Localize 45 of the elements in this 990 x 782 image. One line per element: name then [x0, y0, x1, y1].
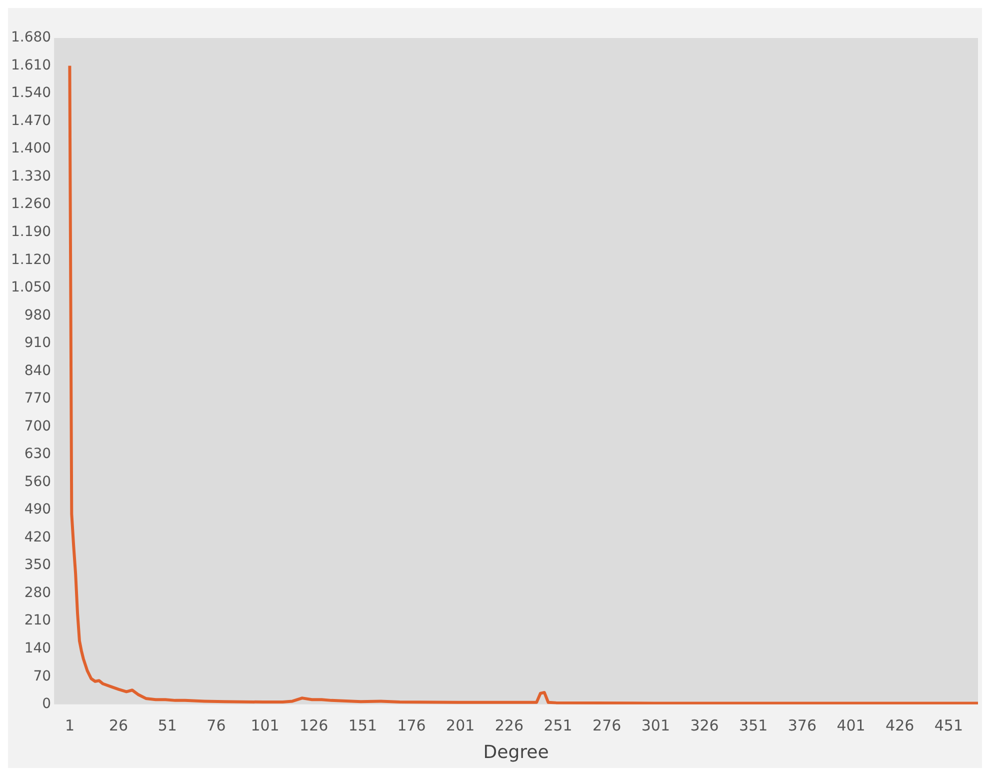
x-tick-label: 176 — [397, 716, 426, 734]
x-tick-label: 51 — [158, 716, 177, 734]
y-tick-label: 560 — [24, 474, 52, 490]
x-tick-label: 76 — [206, 716, 226, 734]
y-tick-label: 210 — [24, 612, 52, 629]
y-tick-label: 980 — [24, 307, 52, 324]
x-axis-title: Degree — [483, 742, 549, 763]
x-tick-label: 426 — [886, 716, 914, 734]
x-tick-label: 251 — [544, 716, 572, 734]
x-tick-label: 126 — [300, 716, 328, 734]
y-tick-label: 1.050 — [10, 280, 52, 296]
y-tick-label: 420 — [24, 529, 52, 546]
x-tick-label: 276 — [592, 716, 622, 734]
y-tick-label: 630 — [24, 446, 52, 462]
y-tick-label: 140 — [24, 640, 52, 657]
x-tick-label: 226 — [494, 716, 524, 734]
x-tick-label: 201 — [446, 716, 475, 734]
y-tick-label: 0 — [42, 696, 52, 712]
y-tick-label: 700 — [24, 418, 52, 434]
y-tick-label: 770 — [24, 390, 52, 407]
x-tick-label: 26 — [108, 716, 128, 734]
y-tick-label: 1.120 — [10, 252, 52, 268]
y-tick-label: 840 — [24, 362, 52, 379]
x-tick-label: 301 — [641, 716, 670, 734]
y-tick-label: 1.680 — [10, 30, 52, 46]
y-tick-label: 1.470 — [10, 112, 52, 129]
y-tick-label: 1.330 — [10, 168, 52, 184]
x-tick-label: 101 — [250, 716, 280, 734]
x-tick-label: 151 — [348, 716, 378, 734]
y-tick-label: 1.260 — [10, 196, 52, 212]
y-tick-label: 1.610 — [10, 57, 52, 74]
y-tick-label: 490 — [24, 502, 52, 518]
y-tick-label: 70 — [33, 668, 52, 684]
y-tick-label: 1.190 — [10, 224, 52, 240]
y-tick-label: 1.540 — [10, 85, 52, 102]
x-tick-label: 401 — [836, 716, 866, 734]
x-tick-label: 376 — [788, 716, 817, 734]
y-tick-label: 350 — [24, 557, 52, 574]
x-tick-label: 451 — [934, 716, 964, 734]
x-tick-label: 1 — [64, 716, 74, 734]
y-tick-label: 280 — [24, 584, 52, 601]
x-tick-label: 351 — [739, 716, 768, 734]
x-tick-label: 326 — [690, 716, 719, 734]
y-tick-label: 910 — [24, 335, 52, 352]
y-tick-label: 1.400 — [10, 140, 52, 157]
